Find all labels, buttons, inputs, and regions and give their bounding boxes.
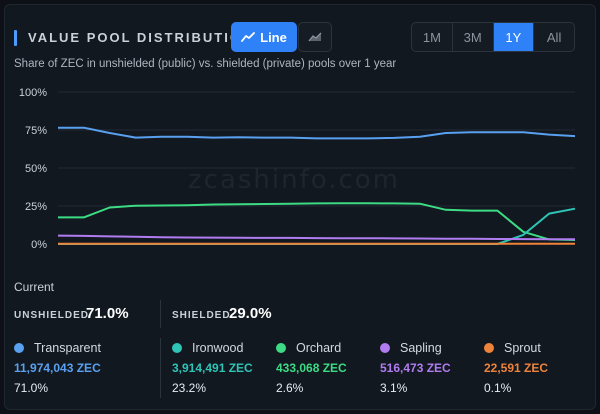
series-line-sapling[interactable] [57, 234, 575, 241]
y-tick-label: 25% [25, 201, 47, 213]
series-line-orchard[interactable] [58, 202, 576, 241]
unshielded-label: UNSHIELDED [14, 310, 90, 321]
pool-name-label: Sapling [400, 341, 442, 355]
shielded-label: SHIELDED [172, 310, 231, 321]
pool-name-label: Sprout [504, 341, 541, 355]
current-label: Current [14, 280, 55, 294]
pool-amount: 3,914,491 ZEC [172, 361, 253, 375]
sprout-dot-icon [484, 343, 494, 353]
pool-percent: 23.2% [172, 381, 207, 395]
area-chart-icon [308, 32, 322, 42]
title-accent-bar [14, 30, 17, 46]
pool-amount: 516,473 ZEC [380, 361, 451, 375]
line-chart-icon [241, 32, 256, 42]
watermark: zcashinfo.com [188, 165, 400, 195]
chart-subtitle: Share of ZEC in unshielded (public) vs. … [14, 58, 397, 70]
y-tick-label: 75% [25, 125, 47, 137]
pool-amount: 11,974,043 ZEC [14, 361, 101, 375]
pool-name-label: Ironwood [192, 341, 244, 355]
shielded-value: 29.0% [229, 305, 272, 322]
unshielded-value: 71.0% [86, 305, 129, 322]
pool-name-label: Transparent [34, 341, 101, 355]
range-1y-button[interactable]: 1Y [493, 23, 535, 51]
page-title: VALUE POOL DISTRIBUTION [28, 30, 254, 45]
sapling-dot-icon [380, 343, 390, 353]
pool-orchard: Orchard [276, 341, 341, 355]
y-tick-label: 50% [25, 163, 47, 175]
y-tick-label: 100% [19, 87, 47, 99]
pool-percent: 0.1% [484, 381, 512, 395]
line-view-button[interactable]: Line [231, 22, 297, 52]
value-pool-card [4, 4, 596, 410]
range-3m-button[interactable]: 3M [453, 23, 494, 51]
y-tick-label: 0% [31, 239, 47, 251]
pool-transparent: Transparent [14, 341, 101, 355]
range-1m-button[interactable]: 1M [412, 23, 453, 51]
summary-divider [160, 300, 161, 328]
pool-ironwood: Ironwood [172, 341, 243, 355]
area-view-button[interactable] [298, 22, 332, 52]
transparent-dot-icon [14, 343, 24, 353]
line-view-label: Line [260, 29, 287, 45]
series-line-transparent[interactable] [58, 126, 576, 140]
range-all-button[interactable]: All [546, 29, 562, 45]
pool-amount: 433,068 ZEC [276, 361, 347, 375]
pool-distribution-chart: zcashinfo.com 100% 75% 50% 25% 0% [19, 87, 576, 251]
pool-sprout: Sprout [484, 341, 541, 355]
pool-percent: 2.6% [276, 381, 304, 395]
pool-percent: 71.0% [14, 381, 49, 395]
pool-sapling: Sapling [380, 341, 442, 355]
pool-amount: 22,591 ZEC [484, 361, 549, 375]
pool-percent: 3.1% [380, 381, 408, 395]
pool-name-label: Orchard [296, 341, 342, 355]
ironwood-dot-icon [172, 343, 182, 353]
time-range-selector: 1M 3M 1Y All [411, 22, 575, 52]
pools-divider [160, 338, 161, 398]
orchard-dot-icon [276, 343, 286, 353]
